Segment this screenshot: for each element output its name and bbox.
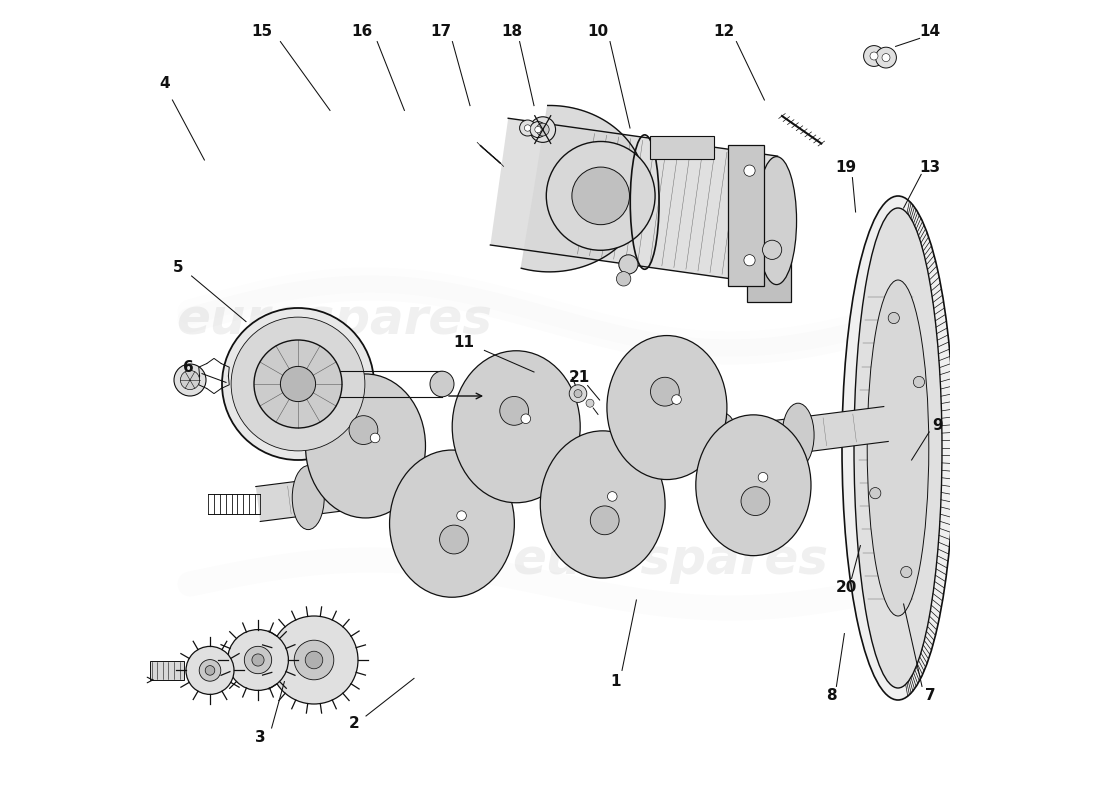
- Text: 5: 5: [173, 261, 184, 275]
- Circle shape: [456, 511, 466, 521]
- Circle shape: [619, 255, 638, 274]
- Ellipse shape: [572, 167, 629, 225]
- Ellipse shape: [607, 335, 727, 479]
- Ellipse shape: [854, 208, 942, 688]
- Ellipse shape: [757, 157, 796, 285]
- Circle shape: [519, 120, 536, 136]
- Polygon shape: [491, 118, 778, 283]
- Bar: [728, 145, 763, 286]
- Text: 9: 9: [933, 418, 944, 433]
- Ellipse shape: [474, 442, 506, 506]
- Text: 15: 15: [252, 25, 273, 39]
- Ellipse shape: [293, 466, 324, 530]
- Circle shape: [174, 364, 206, 396]
- Text: 6: 6: [183, 361, 194, 375]
- Circle shape: [228, 630, 288, 690]
- Polygon shape: [521, 106, 646, 272]
- Text: 20: 20: [835, 581, 857, 595]
- Ellipse shape: [867, 280, 928, 616]
- Circle shape: [244, 646, 272, 674]
- Text: 16: 16: [351, 25, 373, 39]
- Text: 8: 8: [826, 689, 837, 703]
- Circle shape: [349, 416, 378, 445]
- Circle shape: [901, 566, 912, 578]
- Circle shape: [607, 492, 617, 502]
- Circle shape: [440, 525, 469, 554]
- Ellipse shape: [696, 415, 811, 556]
- Circle shape: [616, 272, 630, 286]
- Text: 18: 18: [500, 25, 522, 39]
- Text: 1: 1: [610, 674, 620, 689]
- Circle shape: [762, 240, 782, 259]
- Circle shape: [305, 651, 322, 669]
- Circle shape: [870, 52, 878, 60]
- Circle shape: [270, 616, 358, 704]
- Circle shape: [888, 313, 900, 324]
- Ellipse shape: [540, 431, 666, 578]
- Ellipse shape: [254, 340, 342, 428]
- Text: 11: 11: [453, 335, 474, 350]
- Circle shape: [913, 376, 925, 388]
- Circle shape: [591, 506, 619, 534]
- Ellipse shape: [280, 366, 316, 402]
- Bar: [650, 136, 714, 158]
- Circle shape: [586, 399, 594, 407]
- Circle shape: [574, 390, 582, 398]
- Ellipse shape: [547, 142, 656, 250]
- Circle shape: [530, 117, 556, 142]
- Circle shape: [758, 473, 768, 482]
- Circle shape: [499, 397, 529, 426]
- Circle shape: [199, 659, 221, 682]
- Polygon shape: [256, 406, 888, 522]
- Ellipse shape: [782, 403, 814, 467]
- Ellipse shape: [389, 450, 515, 598]
- Circle shape: [650, 378, 680, 406]
- Ellipse shape: [393, 453, 425, 517]
- Circle shape: [521, 414, 530, 423]
- Circle shape: [537, 123, 549, 136]
- Circle shape: [672, 394, 681, 404]
- Text: 4: 4: [160, 77, 169, 91]
- Text: 3: 3: [255, 730, 266, 745]
- Circle shape: [741, 486, 770, 515]
- Ellipse shape: [556, 432, 588, 496]
- Circle shape: [876, 47, 896, 68]
- Text: 17: 17: [430, 25, 451, 39]
- Circle shape: [186, 646, 234, 694]
- Text: 7: 7: [925, 689, 935, 703]
- Text: 19: 19: [835, 161, 857, 175]
- Circle shape: [882, 54, 890, 62]
- Ellipse shape: [430, 371, 454, 397]
- Ellipse shape: [306, 374, 426, 518]
- Ellipse shape: [222, 308, 374, 460]
- Circle shape: [530, 122, 546, 138]
- Circle shape: [252, 654, 264, 666]
- Circle shape: [371, 433, 380, 442]
- Text: eurospares: eurospares: [512, 536, 828, 584]
- Text: eurospares: eurospares: [176, 296, 492, 344]
- Text: 14: 14: [920, 25, 940, 39]
- Text: 2: 2: [349, 717, 360, 731]
- Ellipse shape: [452, 350, 580, 502]
- Circle shape: [569, 385, 586, 402]
- Circle shape: [180, 370, 199, 390]
- Text: 21: 21: [569, 370, 591, 385]
- Circle shape: [870, 487, 881, 498]
- Ellipse shape: [231, 317, 365, 451]
- Circle shape: [535, 126, 541, 133]
- Bar: [150, 661, 184, 680]
- Ellipse shape: [842, 196, 954, 700]
- Circle shape: [744, 165, 755, 176]
- Circle shape: [864, 46, 884, 66]
- Circle shape: [525, 125, 531, 131]
- Bar: [747, 198, 791, 302]
- Circle shape: [206, 666, 214, 675]
- Ellipse shape: [631, 422, 663, 486]
- Circle shape: [744, 254, 755, 266]
- Circle shape: [294, 640, 333, 680]
- Text: 10: 10: [587, 25, 608, 39]
- Text: 13: 13: [920, 161, 940, 175]
- Ellipse shape: [706, 413, 739, 477]
- Text: 12: 12: [714, 25, 735, 39]
